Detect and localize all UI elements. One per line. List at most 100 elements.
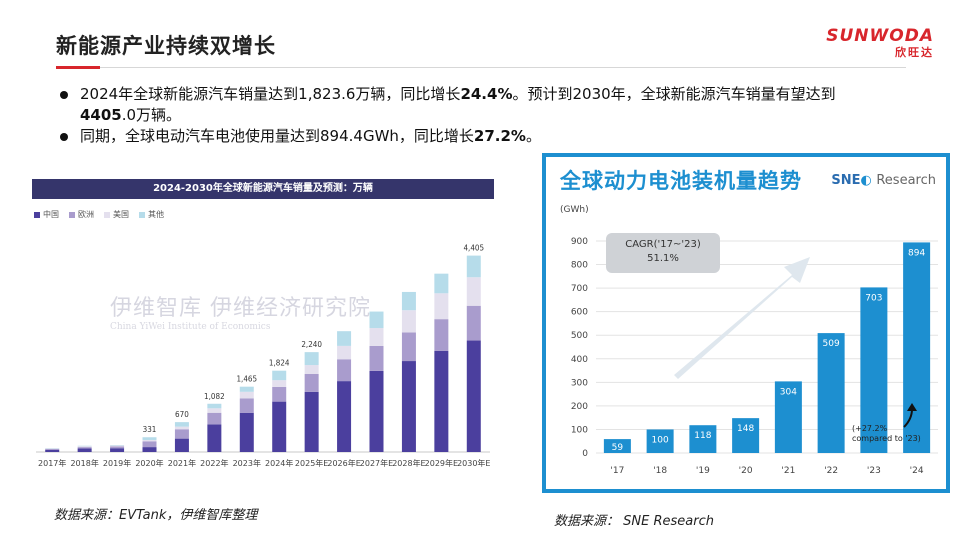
battery-chart-unit: (GWh) <box>560 205 589 215</box>
ev-x-tick: 2018年 <box>70 458 98 468</box>
ev-bar-segment <box>401 291 416 311</box>
battery-bar <box>903 242 931 453</box>
battery-x-tick: '19 <box>696 466 710 476</box>
ev-sales-bars: 2017年 2018年 2019年 331 2020年 670 2021年 1,082 2022… <box>36 244 490 468</box>
legend-other: 其他 <box>139 209 164 220</box>
ev-bar-segment <box>77 446 92 448</box>
battery-x-tick: '23 <box>867 466 881 476</box>
battery-x-tick: '18 <box>653 466 667 476</box>
ev-x-tick: 2027年E <box>360 458 393 468</box>
ev-bar-segment <box>142 441 157 448</box>
ev-bar-segment <box>401 332 416 362</box>
ev-bar-segment <box>207 408 222 413</box>
ev-bar-segment <box>142 439 157 442</box>
ev-bar-segment <box>401 361 416 452</box>
ev-total-label: 2,240 <box>301 340 322 349</box>
ev-x-tick: 2020年 <box>135 458 163 468</box>
ev-x-tick: 2025年E <box>295 458 328 468</box>
source-right: 数据来源： SNE Research <box>554 514 714 529</box>
battery-value-label: 509 <box>823 339 840 349</box>
ev-x-tick: 2024年 <box>265 458 293 468</box>
ev-bar-segment <box>304 365 319 374</box>
battery-value-label: 59 <box>612 443 624 453</box>
ev-bar-segment <box>434 350 449 452</box>
ev-bar-segment <box>272 380 287 387</box>
watermark: 伊维智库 伊维经济研究院 China YiWei Institute of Ec… <box>110 290 371 332</box>
battery-value-label: 118 <box>694 431 711 441</box>
ev-bar-segment <box>239 391 254 399</box>
bullet-text: 同期，全球电动汽车电池使用量达到894.4GWh，同比增长 <box>80 127 474 145</box>
ev-bar-segment <box>272 386 287 402</box>
ev-bar-segment <box>369 345 384 371</box>
ev-bar-segment <box>304 391 319 452</box>
battery-y-tick: 600 <box>571 308 588 318</box>
ev-bar-segment <box>369 370 384 452</box>
ev-x-tick: 2022年 <box>200 458 228 468</box>
legend-europe: 欧洲 <box>69 209 94 220</box>
battery-value-label: 894 <box>908 248 925 258</box>
bullet-list: 2024年全球新能源汽车销量达到1,823.6万辆，同比增长24.4%。预计到2… <box>58 84 878 147</box>
bullet-text: 2024年全球新能源汽车销量达到1,823.6万辆，同比增长 <box>80 85 461 103</box>
bullet-text: 。 <box>525 127 541 145</box>
ev-bar-segment <box>239 386 254 392</box>
battery-bar <box>774 381 802 453</box>
ev-bar-segment <box>207 412 222 425</box>
cagr-label: CAGR('17~'23) <box>625 239 701 250</box>
ev-bar-segment <box>466 277 481 306</box>
battery-y-tick: 400 <box>571 355 588 365</box>
trend-arrow <box>674 257 810 379</box>
ev-total-label: 670 <box>175 410 189 419</box>
ev-bar-segment <box>207 424 222 452</box>
ev-total-label: 331 <box>143 425 157 434</box>
battery-bar <box>817 333 845 453</box>
watermark-subtext: China YiWei Institute of Economics <box>110 322 271 332</box>
ev-bar-segment <box>174 422 189 427</box>
battery-value-label: 703 <box>865 293 882 303</box>
bullet-text: 。预计到2030年，全球新能源汽车销量有望达到 <box>512 85 836 103</box>
ev-x-tick: 2029年E <box>425 458 458 468</box>
battery-x-tick: '17 <box>610 466 624 476</box>
bullet-ev-sales: 2024年全球新能源汽车销量达到1,823.6万辆，同比增长24.4%。预计到2… <box>58 84 878 126</box>
ev-bar-segment <box>207 403 222 409</box>
battery-y-tick: 300 <box>571 378 588 388</box>
battery-value-label: 100 <box>652 435 669 445</box>
ev-bar-segment <box>337 345 352 360</box>
ev-total-label: 1,465 <box>236 375 257 384</box>
bullet-highlight: 24.4% <box>460 85 513 103</box>
ev-bar-segment <box>272 370 287 381</box>
ev-bar-segment <box>239 398 254 413</box>
battery-bar <box>732 418 760 453</box>
yoy-arrow-head-icon <box>907 403 917 411</box>
ev-total-label: 4,405 <box>463 244 484 253</box>
ev-bar-segment <box>45 448 60 450</box>
bullet-text: .0万辆。 <box>121 106 182 124</box>
ev-sales-legend: 中国 欧洲 美国 其他 <box>34 209 164 220</box>
ev-sales-chart: 2024-2030年全球新能源汽车销量及预测：万辆 中国 欧洲 美国 其他 20… <box>28 176 498 480</box>
ev-bar-segment <box>174 438 189 452</box>
ev-bar-segment <box>174 426 189 430</box>
brand-subname: 欣旺达 <box>895 46 934 59</box>
ev-x-tick: 2026年E <box>327 458 360 468</box>
ev-total-label: 1,824 <box>269 359 290 368</box>
ev-x-tick: 2028年E <box>392 458 425 468</box>
ev-bar-segment <box>304 352 319 366</box>
ev-sales-chart-title: 2024-2030年全球新能源汽车销量及预测：万辆 <box>32 179 494 199</box>
sne-research-logo: SNE◐ Research <box>831 173 936 188</box>
battery-bar <box>860 287 888 453</box>
legend-usa: 美国 <box>104 209 129 220</box>
battery-y-tick: 100 <box>571 425 588 435</box>
cagr-callout: CAGR('17~'23) 51.1% <box>606 233 720 273</box>
ev-bar-segment <box>110 445 125 447</box>
battery-x-tick: '24 <box>910 466 924 476</box>
ev-bar-segment <box>466 255 481 278</box>
ev-bar-segment <box>142 437 157 440</box>
battery-bar <box>603 439 631 453</box>
bullet-highlight: 27.2% <box>473 127 526 145</box>
title-accent-rule <box>56 66 100 69</box>
ev-x-tick: 2023年 <box>233 458 261 468</box>
ev-bar-segment <box>337 359 352 382</box>
battery-y-tick: 500 <box>571 331 588 341</box>
battery-x-tick: '20 <box>739 466 753 476</box>
battery-chart-title: 全球动力电池装机量趋势 <box>560 169 802 193</box>
